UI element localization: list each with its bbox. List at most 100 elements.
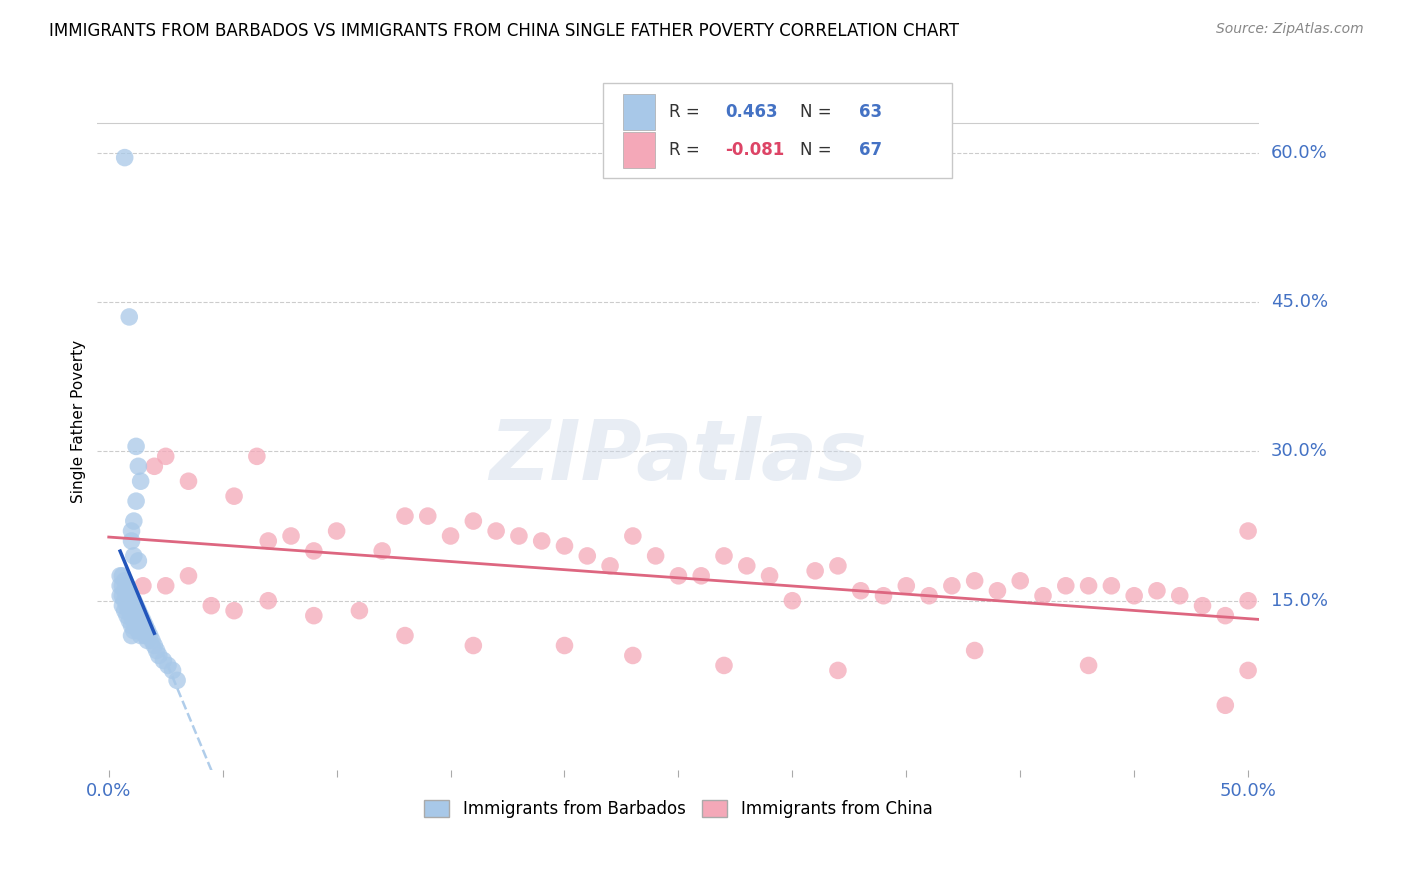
Point: [121, 533, 143, 548]
Point: [125, 494, 148, 508]
Point: [530, 533, 553, 548]
Bar: [623, 94, 655, 130]
Point: [136, 633, 159, 648]
Point: [485, 524, 508, 538]
Point: [941, 579, 963, 593]
Point: [246, 450, 269, 464]
Point: [177, 569, 200, 583]
Point: [1191, 599, 1213, 613]
Point: [553, 539, 575, 553]
Point: [849, 583, 872, 598]
Point: [986, 583, 1008, 598]
Point: [1099, 579, 1122, 593]
Point: [111, 599, 134, 613]
Point: [111, 579, 134, 593]
Point: [127, 554, 149, 568]
Point: [416, 509, 439, 524]
Text: N =: N =: [800, 103, 838, 121]
Point: [114, 151, 136, 165]
Point: [122, 549, 145, 563]
Point: [129, 474, 152, 488]
Point: [122, 624, 145, 638]
Text: 15.0%: 15.0%: [1271, 591, 1327, 610]
Point: [758, 569, 780, 583]
FancyBboxPatch shape: [603, 84, 952, 178]
Text: N =: N =: [800, 141, 838, 160]
Point: [108, 589, 131, 603]
Point: [132, 614, 155, 628]
Legend: Immigrants from Barbados, Immigrants from China: Immigrants from Barbados, Immigrants fro…: [418, 793, 939, 824]
Point: [115, 608, 138, 623]
Point: [148, 648, 170, 663]
Point: [145, 643, 167, 657]
Text: R =: R =: [669, 103, 706, 121]
Point: [257, 593, 280, 607]
Point: [136, 624, 159, 638]
Point: [553, 639, 575, 653]
Point: [576, 549, 599, 563]
Point: [827, 558, 849, 573]
Point: [122, 514, 145, 528]
Point: [827, 664, 849, 678]
Point: [257, 533, 280, 548]
Text: 45.0%: 45.0%: [1271, 293, 1327, 311]
Point: [129, 608, 152, 623]
Point: [121, 589, 143, 603]
Point: [118, 604, 141, 618]
Point: [713, 549, 735, 563]
Point: [129, 618, 152, 632]
Point: [463, 514, 485, 528]
Point: [394, 629, 416, 643]
Text: 63: 63: [859, 103, 882, 121]
Text: ZIPatlas: ZIPatlas: [489, 416, 868, 497]
Point: [644, 549, 666, 563]
Point: [713, 658, 735, 673]
Point: [1077, 658, 1099, 673]
Point: [122, 614, 145, 628]
Point: [1213, 698, 1236, 713]
Point: [132, 624, 155, 638]
Point: [690, 569, 713, 583]
Point: [115, 579, 138, 593]
Point: [1123, 589, 1146, 603]
Point: [782, 593, 804, 607]
Y-axis label: Single Father Poverty: Single Father Poverty: [72, 340, 86, 503]
Point: [177, 474, 200, 488]
Point: [804, 564, 827, 578]
Point: [735, 558, 758, 573]
Point: [115, 589, 138, 603]
Point: [166, 673, 188, 688]
Point: [371, 544, 394, 558]
Point: [1213, 608, 1236, 623]
Point: [121, 599, 143, 613]
Point: [125, 618, 148, 632]
Point: [125, 608, 148, 623]
Point: [156, 658, 179, 673]
Point: [111, 589, 134, 603]
Point: [1010, 574, 1032, 588]
Text: 67: 67: [859, 141, 882, 160]
Point: [155, 450, 177, 464]
Point: [599, 558, 621, 573]
Point: [1146, 583, 1168, 598]
Point: [1237, 593, 1260, 607]
Point: [963, 574, 986, 588]
Point: [1168, 589, 1191, 603]
Point: [896, 579, 918, 593]
Point: [118, 614, 141, 628]
Point: [302, 544, 325, 558]
Point: [108, 569, 131, 583]
Point: [463, 639, 485, 653]
Point: [280, 529, 302, 543]
Text: 0.463: 0.463: [725, 103, 778, 121]
Point: [1237, 524, 1260, 538]
Point: [668, 569, 690, 583]
Point: [114, 574, 136, 588]
Point: [127, 614, 149, 628]
Point: [143, 459, 166, 474]
Point: [621, 529, 644, 543]
Point: [114, 593, 136, 607]
Point: [349, 604, 371, 618]
Text: IMMIGRANTS FROM BARBADOS VS IMMIGRANTS FROM CHINA SINGLE FATHER POVERTY CORRELAT: IMMIGRANTS FROM BARBADOS VS IMMIGRANTS F…: [49, 22, 959, 40]
Point: [118, 593, 141, 607]
